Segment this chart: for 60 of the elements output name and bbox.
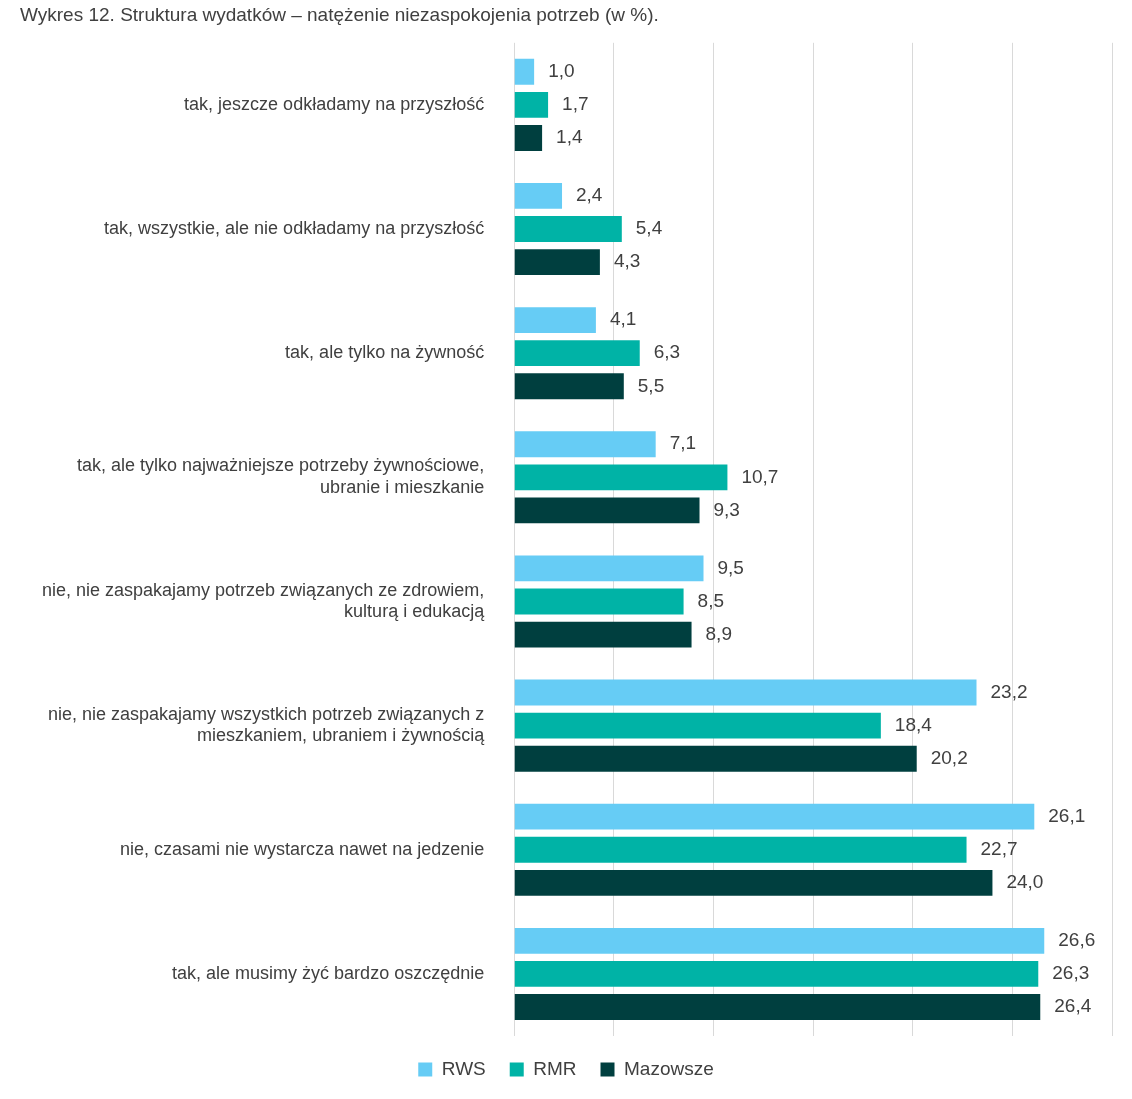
- bar: [514, 497, 700, 524]
- data-label: 5,5: [637, 374, 665, 396]
- legend-label: Mazowsze: [624, 1057, 714, 1079]
- data-label: 26,6: [1058, 929, 1096, 951]
- bar: [514, 91, 549, 118]
- data-label: 10,7: [741, 465, 779, 487]
- bar: [514, 431, 656, 458]
- data-label: 7,1: [669, 432, 697, 454]
- data-label: 23,2: [990, 680, 1028, 702]
- bar: [514, 373, 624, 400]
- bar: [514, 621, 692, 648]
- bar: [514, 125, 543, 151]
- data-label: 4,3: [613, 250, 641, 272]
- bar: [514, 216, 622, 242]
- data-label: 9,5: [717, 556, 744, 578]
- data-label: 4,1: [609, 308, 637, 330]
- data-label: 5,4: [635, 217, 663, 239]
- text: Wykres 12. Struktura wydatków – natężenie niezaspokojenia potrzeb (w %).: [20, 3, 659, 25]
- bar: [514, 745, 917, 772]
- bar: [514, 803, 1035, 830]
- bar: [514, 464, 728, 491]
- bar: [514, 58, 535, 85]
- data-label: 18,4: [894, 713, 933, 735]
- bar: [514, 927, 1045, 954]
- data-label: 24,0: [1006, 871, 1044, 893]
- y-tick-label: tak, jeszcze odkładamy na przyszłość: [184, 93, 485, 114]
- data-label: 26,3: [1052, 962, 1090, 984]
- bar: [514, 961, 1039, 987]
- bar: [514, 679, 977, 706]
- data-label: 22,7: [980, 838, 1018, 860]
- bar: [514, 307, 596, 333]
- legend-label: RWS: [441, 1057, 486, 1079]
- bar: [514, 340, 640, 367]
- data-label: 26,1: [1048, 804, 1086, 826]
- y-tick-label: nie, nie zaspakajamy potrzeb związanych ze zdrowiem, kulturą i edukacją: [41, 579, 486, 622]
- data-label: 1,7: [562, 93, 589, 115]
- data-label: 1,0: [548, 60, 575, 81]
- data-label: 26,4: [1054, 995, 1092, 1017]
- data-label: 6,3: [653, 341, 681, 363]
- bar: [514, 869, 993, 896]
- data-label: 1,4: [556, 126, 583, 148]
- data-label: 20,2: [930, 746, 968, 768]
- data-label: 8,5: [697, 589, 724, 611]
- y-tick-label: nie, nie zaspakajamy wszystkich potrzeb związanych z mieszkaniem, ubraniem i żywnością: [48, 703, 486, 746]
- bar: [514, 555, 704, 582]
- bar: [514, 994, 1041, 1020]
- bar: [514, 183, 563, 209]
- data-label: 9,3: [713, 498, 740, 520]
- y-tick-label: tak, ale tylko na żywność: [285, 342, 485, 363]
- y-tick-label: nie, czasami nie wystarcza nawet na jedzenie: [120, 838, 485, 859]
- bar: [514, 249, 600, 276]
- bar: [514, 712, 881, 739]
- data-label: 8,9: [705, 622, 732, 644]
- y-tick-label: tak, ale tylko najważniejsze potrzeby żywnościowe, ubranie i mieszkanie: [77, 455, 485, 498]
- data-label: 2,4: [576, 184, 603, 206]
- y-tick-label: tak, ale musimy żyć bardzo oszczędnie: [172, 962, 485, 983]
- bar: [514, 588, 684, 615]
- y-tick-label: tak, wszystkie, ale nie odkładamy na przyszłość: [104, 217, 485, 238]
- legend-label: RMR: [533, 1057, 577, 1079]
- bar: [514, 836, 967, 863]
